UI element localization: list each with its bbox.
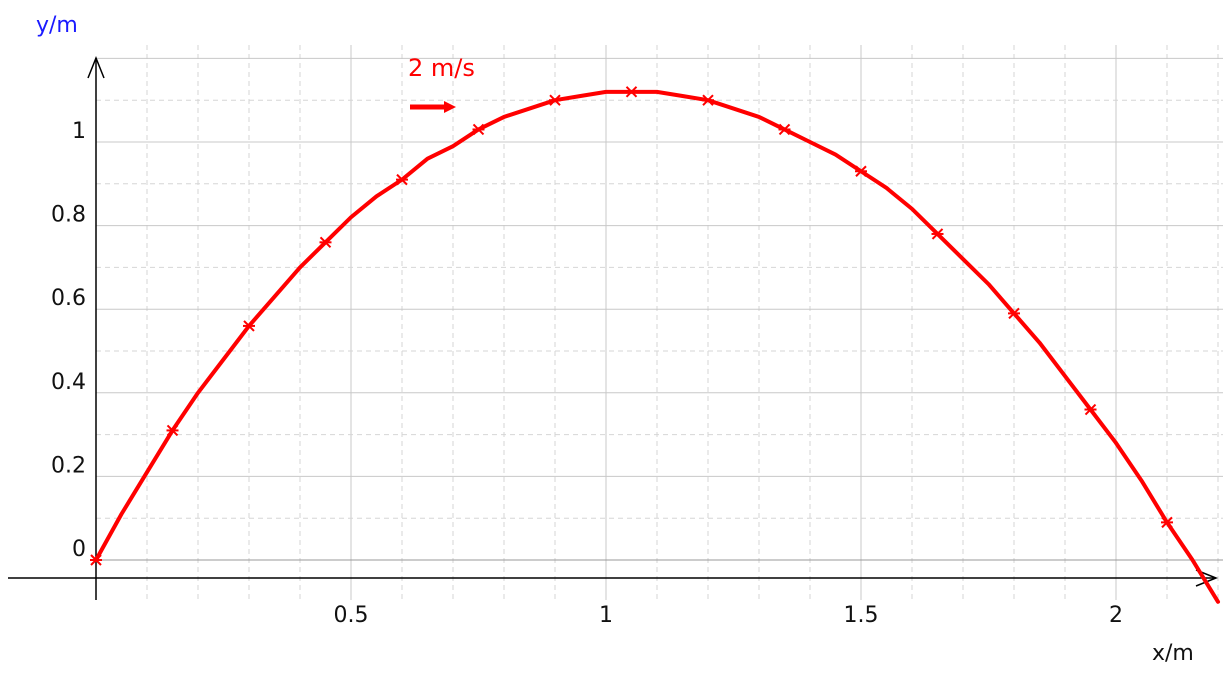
data-point-marker — [472, 123, 485, 136]
data-point-marker — [319, 236, 332, 249]
data-point-marker — [625, 86, 638, 98]
grid — [96, 45, 1223, 600]
y-tick-label: 0 — [72, 537, 86, 562]
data-point-marker — [1084, 403, 1097, 416]
data-point-marker — [778, 123, 791, 136]
trajectory-series — [90, 86, 1220, 604]
data-point-marker — [90, 554, 102, 566]
data-point-marker — [931, 228, 944, 240]
data-point-marker — [1161, 516, 1173, 529]
y-tick-label: 0.8 — [51, 203, 86, 228]
tick-labels: 0.5 1 1.5 2 0 0.2 0.4 0.6 0.8 1 — [51, 119, 1123, 628]
x-axis-label: x/m — [1152, 641, 1194, 666]
data-point-marker — [396, 173, 408, 186]
x-tick-label: 2 — [1109, 603, 1123, 628]
axes — [8, 55, 1219, 600]
data-point-marker — [549, 94, 561, 106]
data-point-marker — [702, 94, 714, 106]
velocity-label: 2 m/s — [408, 54, 475, 82]
x-axis-arrow-icon — [1195, 569, 1219, 587]
x-tick-label: 0.5 — [334, 603, 369, 628]
velocity-annotation: 2 m/s — [408, 54, 475, 113]
trajectory-line — [94, 89, 1220, 604]
y-tick-label: 0.6 — [51, 286, 86, 311]
y-axis-arrow-icon — [87, 55, 105, 79]
x-tick-label: 1 — [599, 603, 613, 628]
data-point-marker — [243, 320, 255, 332]
y-axis-label: y/m — [36, 13, 78, 38]
x-tick-label: 1.5 — [844, 603, 879, 628]
velocity-arrow-head-icon — [444, 101, 456, 113]
y-tick-label: 0.4 — [51, 370, 86, 395]
y-tick-label: 1 — [72, 119, 86, 144]
data-point-marker — [1008, 307, 1020, 320]
y-tick-label: 0.2 — [51, 453, 86, 478]
data-point-marker — [166, 424, 179, 437]
data-point-marker — [855, 165, 867, 177]
